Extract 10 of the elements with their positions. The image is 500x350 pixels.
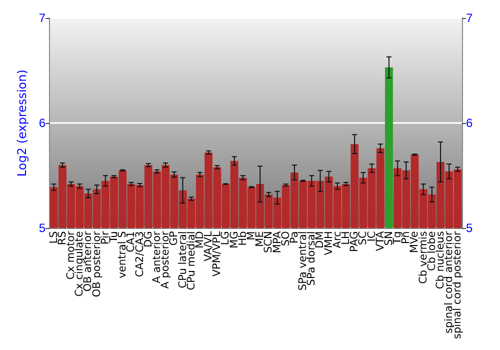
y2-tick-label: 7 — [466, 11, 473, 25]
y-axis-title: Log2 (expression) — [15, 70, 29, 177]
y-tick-label: 5 — [38, 221, 46, 236]
y2-tick-label: 5 — [466, 221, 473, 236]
y-tick-label: 7 — [38, 11, 46, 25]
x-tick-label: Tg — [392, 231, 404, 246]
x-tick-label: A posterior — [160, 230, 172, 289]
y2-tick-label: 6 — [466, 116, 473, 130]
y-tick-label: 6 — [38, 116, 46, 130]
x-tick-label: OB posterior — [90, 230, 103, 298]
